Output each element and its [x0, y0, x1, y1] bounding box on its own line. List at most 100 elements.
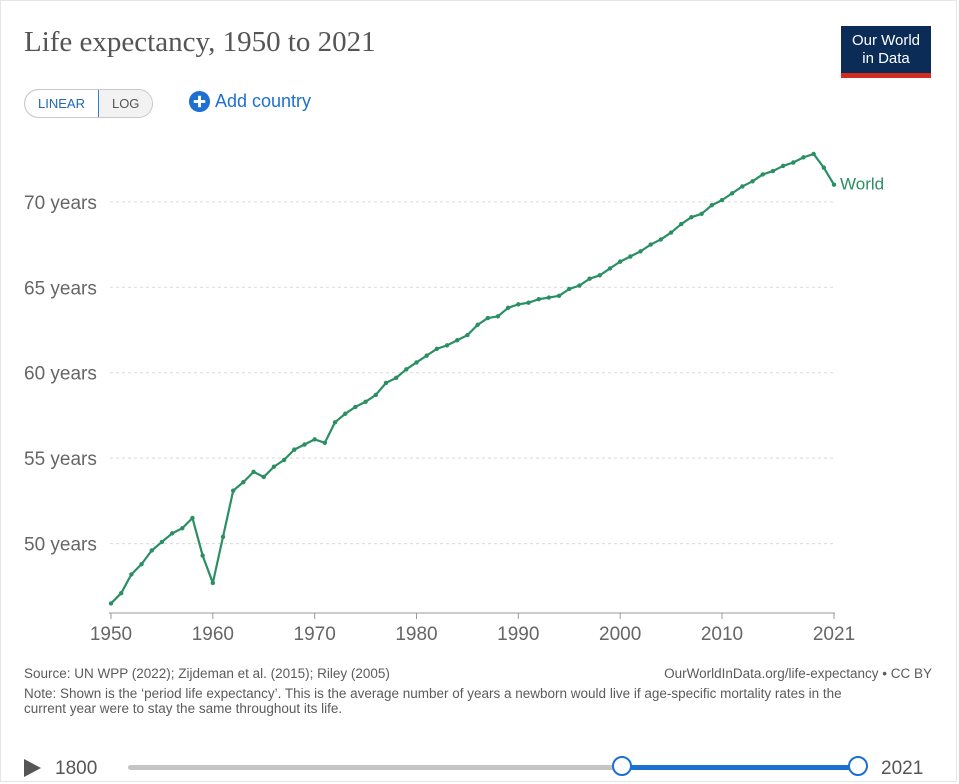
data-point: [699, 211, 704, 216]
x-tick-label: 2000: [599, 624, 641, 645]
logo-line-2: in Data: [862, 50, 910, 67]
data-point: [414, 360, 419, 365]
data-point: [617, 259, 623, 264]
data-point: [760, 172, 765, 177]
data-point: [638, 249, 643, 254]
data-point: [546, 295, 552, 300]
data-point: [353, 404, 358, 410]
data-point: [485, 315, 490, 321]
data-point: [383, 380, 389, 386]
data-point: [505, 305, 511, 310]
data-point: [821, 165, 827, 170]
data-point: [811, 151, 816, 157]
data-point: [210, 580, 216, 586]
data-point: [343, 411, 348, 416]
owid-link[interactable]: OurWorldInData.org/life-expectancy • CC …: [664, 666, 932, 681]
data-point: [149, 548, 154, 553]
series-line-world: [110, 152, 835, 605]
x-tick-label: 2021: [813, 624, 855, 645]
source-text: Source: UN WPP (2022); Zijdeman et al. (…: [24, 666, 390, 681]
data-point: [261, 474, 266, 480]
data-point: [475, 322, 480, 328]
data-point: [577, 283, 582, 288]
data-point: [465, 332, 470, 338]
data-point: [169, 531, 175, 536]
data-point: [770, 168, 776, 174]
data-point: [679, 221, 684, 227]
data-point: [780, 163, 786, 169]
data-point: [628, 254, 633, 259]
data-point: [332, 420, 338, 425]
x-tick-label: 1950: [90, 624, 132, 645]
data-point: [556, 293, 562, 299]
data-point: [190, 515, 195, 521]
timeline-end-handle[interactable]: [848, 756, 868, 776]
add-country-button[interactable]: Add country: [188, 90, 311, 113]
data-point: [230, 488, 236, 493]
play-icon[interactable]: [24, 759, 41, 777]
timeline-selected-range: [622, 765, 858, 770]
x-tick-label: 2010: [701, 624, 743, 645]
log-scale-button[interactable]: LOG: [98, 90, 153, 117]
logo-line-1: Our World: [851, 32, 921, 49]
data-point: [434, 346, 440, 351]
data-point: [607, 266, 613, 271]
data-point: [831, 182, 837, 187]
data-point: [658, 237, 664, 242]
data-point: [536, 297, 541, 302]
data-point: [444, 343, 450, 348]
data-point: [180, 526, 185, 531]
data-point: [139, 561, 144, 567]
data-point: [719, 197, 725, 203]
series-label-world: World: [840, 175, 884, 194]
owid-logo[interactable]: Our World in Data: [841, 26, 931, 78]
timeline-end-label: 2021: [881, 758, 924, 779]
data-point: [271, 464, 277, 469]
line-chart: 50 years 55 years 60 years 65 years 70 years…: [24, 151, 884, 645]
x-tick-label: 1980: [395, 624, 437, 645]
data-point: [129, 572, 134, 577]
data-point: [740, 184, 745, 189]
data-point: [791, 160, 796, 165]
data-point: [292, 447, 297, 452]
data-point: [495, 314, 501, 319]
data-point: [801, 155, 806, 160]
add-country-label: Add country: [215, 91, 312, 111]
note-text: Note: Shown is the ‘period life expectan…: [24, 686, 842, 716]
data-point: [363, 399, 368, 404]
data-point: [689, 215, 694, 220]
timeline: 1800 2021: [0, 750, 959, 784]
plus-circle-icon: [188, 90, 211, 113]
data-point: [118, 591, 124, 596]
data-point: [424, 353, 429, 358]
data-point: [200, 553, 205, 558]
data-point: [281, 457, 287, 463]
timeline-track[interactable]: [128, 765, 858, 770]
data-point: [159, 539, 165, 545]
data-point: [241, 479, 246, 485]
y-tick-label: 65 years: [24, 278, 97, 299]
data-point: [404, 367, 409, 372]
data-point: [322, 440, 328, 445]
data-point: [373, 392, 378, 398]
timeline-start-handle[interactable]: [612, 756, 632, 776]
data-point: [668, 230, 674, 235]
data-point: [220, 534, 226, 539]
data-point: [312, 437, 317, 442]
data-point: [302, 442, 307, 447]
timeline-start-label: 1800: [55, 758, 98, 779]
data-point: [393, 375, 399, 381]
data-point: [516, 302, 521, 307]
data-point: [597, 273, 602, 278]
x-tick-label: 1990: [497, 624, 539, 645]
data-point: [526, 300, 531, 305]
y-tick-label: 50 years: [24, 535, 97, 556]
data-point: [750, 179, 755, 184]
chart-title: Life expectancy, 1950 to 2021: [24, 26, 376, 58]
data-point: [587, 276, 592, 281]
y-tick-label: 60 years: [24, 364, 97, 385]
x-tick-label: 1960: [192, 624, 234, 645]
linear-scale-button[interactable]: LINEAR: [25, 90, 99, 117]
scale-toggle: LINEAR LOG: [24, 89, 154, 118]
